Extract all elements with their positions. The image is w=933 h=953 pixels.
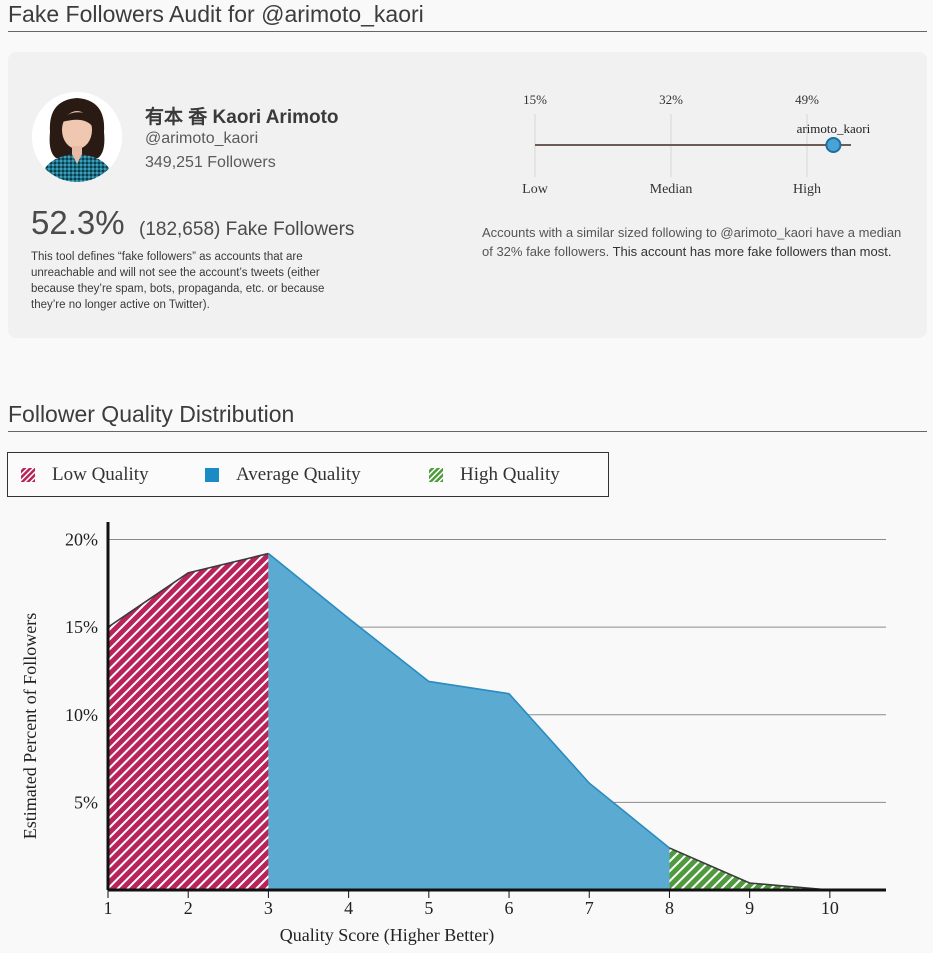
y-tick-label: 10% (65, 705, 98, 725)
area-regions (107, 552, 830, 891)
x-tick-label: 9 (745, 898, 754, 918)
y-tick-label: 15% (65, 617, 98, 637)
x-tick-label: 3 (264, 898, 273, 918)
x-tick-label: 8 (665, 898, 674, 918)
profile-name: 有本 香 Kaori Arimoto (145, 107, 339, 128)
x-tick-label: 6 (505, 898, 514, 918)
x-axis-title: Quality Score (Higher Better) (280, 925, 494, 946)
account-marker-label: arimoto_kaori (796, 121, 871, 136)
comparison-scale-graphic (534, 114, 851, 177)
axis-labels: 5% 10% 15% 20% 1 2 3 4 5 6 7 8 9 10 Quality Score (Hig… (20, 530, 839, 946)
high-label: High (793, 182, 821, 197)
x-tick-label: 1 (104, 898, 113, 918)
high-quality-swatch-icon (429, 467, 443, 482)
profile-handle: @arimoto_kaori (145, 130, 259, 147)
follower-count: 349,251 Followers (145, 154, 276, 171)
low-quality-region (108, 553, 269, 890)
y-axis-title: Estimated Percent of Followers (20, 613, 40, 839)
average-quality-region (268, 553, 670, 890)
median-label: Median (649, 182, 693, 197)
audit-summary-card: 有本 香 Kaori Arimoto @arimoto_kaori 349,25… (8, 52, 927, 338)
account-marker (825, 137, 842, 153)
x-tick-label: 10 (821, 898, 839, 918)
average-quality-line (267, 552, 670, 849)
low-percent: 15% (523, 92, 547, 107)
x-tick-label: 2 (184, 898, 193, 918)
page-title: Fake Followers Audit for @arimoto_kaori (8, 0, 927, 32)
x-tick-label: 5 (424, 898, 433, 918)
low-quality-swatch-icon (21, 467, 35, 482)
low-quality-line (107, 552, 269, 628)
fake-percent: 52.3% (31, 204, 125, 241)
y-tick-label: 5% (74, 792, 98, 812)
fake-follower-count: (182,658) Fake Followers (139, 219, 355, 240)
x-tick-label: 7 (585, 898, 594, 918)
high-quality-line (669, 847, 830, 891)
legend-item-average: Average Quality (205, 453, 361, 496)
median-percent: 32% (659, 92, 683, 107)
legend-item-high: High Quality (429, 453, 560, 496)
comparison-scale: 15% 32% 49% arimoto_kaori Low Median Hig… (516, 82, 870, 212)
section-title: Follower Quality Distribution (8, 400, 927, 432)
comparison-text-prefix: Accounts with a similar sized following … (482, 225, 902, 259)
high-percent: 49% (795, 92, 819, 107)
comparison-description: Accounts with a similar sized following … (482, 223, 910, 261)
avatar (32, 92, 122, 182)
y-tick-label: 20% (65, 530, 98, 550)
chart-legend: Low Quality Average Quality High Quality (7, 452, 609, 497)
legend-label-high: High Quality (460, 463, 560, 485)
x-tick-label: 4 (344, 898, 353, 918)
low-label: Low (522, 182, 548, 197)
average-quality-swatch-icon (205, 467, 219, 482)
axes (106, 522, 886, 898)
legend-item-low: Low Quality (21, 453, 149, 496)
legend-label-low: Low Quality (52, 463, 149, 485)
profile-photo-icon (32, 92, 122, 182)
legend-label-average: Average Quality (236, 463, 361, 485)
comparison-text-suffix: This account has more fake followers tha… (609, 244, 892, 259)
fake-followers-definition: This tool defines “fake followers” as ac… (31, 251, 325, 311)
high-quality-region (669, 847, 830, 890)
quality-distribution-chart: 5% 10% 15% 20% 1 2 3 4 5 6 7 8 9 10 Quality Score (Hig… (20, 522, 886, 946)
